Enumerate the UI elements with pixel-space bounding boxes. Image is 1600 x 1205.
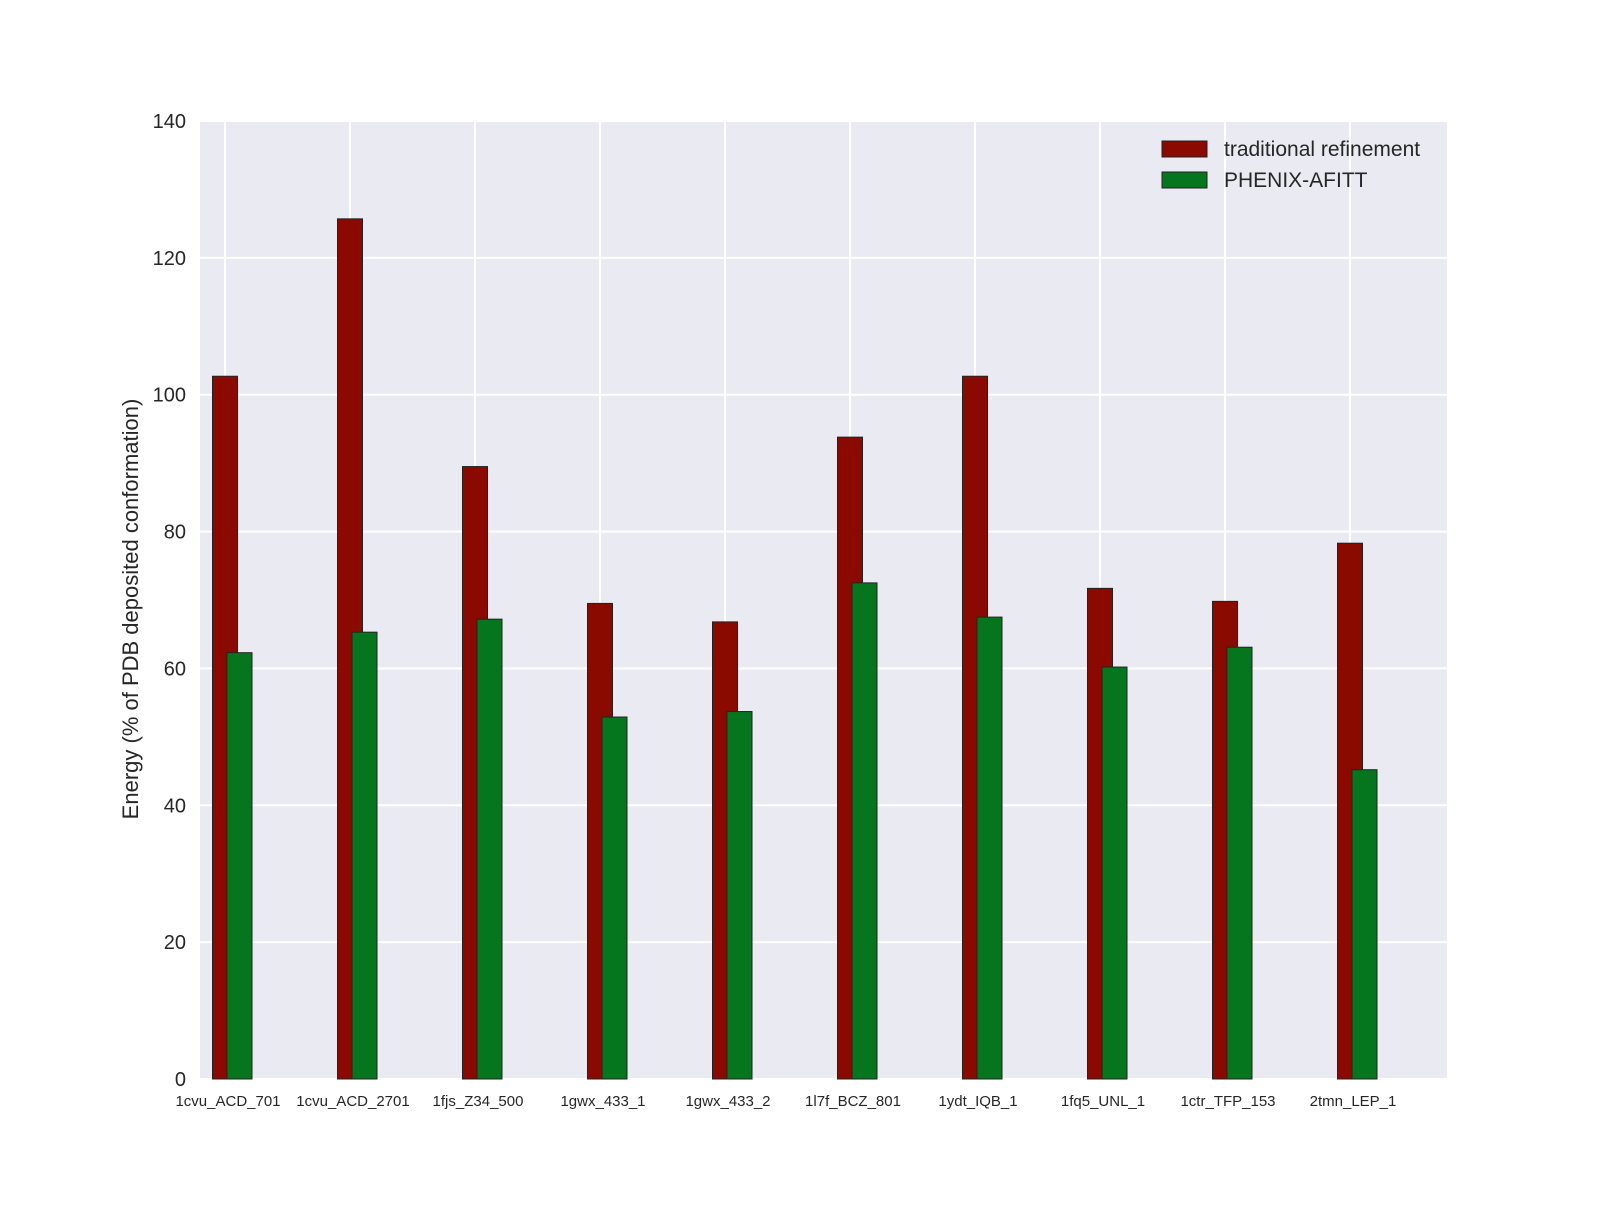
x-tick-label: 1ctr_TFP_153 bbox=[1180, 1093, 1275, 1110]
y-tick-label: 60 bbox=[164, 658, 186, 680]
x-tick-label: 1fq5_UNL_1 bbox=[1061, 1093, 1145, 1110]
bar-phenix-afitt bbox=[726, 711, 753, 1080]
y-axis-label: Energy (% of PDB deposited conformation) bbox=[118, 399, 143, 820]
legend-swatch bbox=[1161, 171, 1208, 189]
x-tick-label: 1gwx_433_1 bbox=[560, 1093, 645, 1110]
legend-label: traditional refinement bbox=[1224, 138, 1420, 161]
y-tick-label: 140 bbox=[153, 111, 186, 133]
bar-phenix-afitt bbox=[476, 618, 503, 1080]
x-tick-label: 1fjs_Z34_500 bbox=[433, 1093, 524, 1110]
plot-area bbox=[200, 121, 1447, 1079]
y-tick-label: 100 bbox=[153, 385, 186, 407]
bar-phenix-afitt bbox=[351, 631, 378, 1080]
x-tick-label: 1gwx_433_2 bbox=[685, 1093, 770, 1110]
bar-phenix-afitt bbox=[226, 652, 253, 1080]
bar-phenix-afitt bbox=[851, 582, 878, 1080]
y-tick-label: 0 bbox=[175, 1069, 186, 1091]
x-tick-label: 1cvu_ACD_701 bbox=[175, 1093, 280, 1110]
x-tick-label: 1l7f_BCZ_801 bbox=[805, 1093, 901, 1110]
y-tick-label: 20 bbox=[164, 932, 186, 954]
bar-phenix-afitt bbox=[1101, 666, 1128, 1080]
bar-phenix-afitt bbox=[1351, 769, 1378, 1080]
y-tick-label: 80 bbox=[164, 522, 186, 544]
legend-swatch bbox=[1161, 140, 1208, 158]
y-tick-label: 40 bbox=[164, 795, 186, 817]
bar-phenix-afitt bbox=[976, 616, 1003, 1080]
legend-label: PHENIX-AFITT bbox=[1224, 169, 1368, 192]
x-tick-label: 1ydt_IQB_1 bbox=[938, 1093, 1017, 1110]
bar-phenix-afitt bbox=[601, 716, 628, 1080]
y-tick-label: 120 bbox=[153, 248, 186, 270]
bar-phenix-afitt bbox=[1226, 646, 1253, 1080]
x-tick-label: 1cvu_ACD_2701 bbox=[296, 1093, 409, 1110]
x-tick-label: 2tmn_LEP_1 bbox=[1310, 1093, 1397, 1110]
